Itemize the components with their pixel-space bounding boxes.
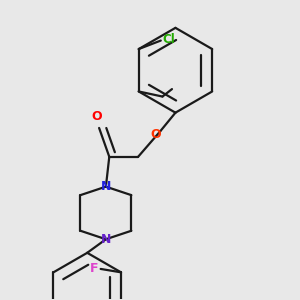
Text: N: N	[101, 180, 111, 193]
Text: F: F	[90, 262, 99, 275]
Text: O: O	[151, 128, 161, 141]
Text: N: N	[101, 233, 111, 246]
Text: Cl: Cl	[162, 33, 175, 46]
Text: O: O	[91, 110, 102, 122]
